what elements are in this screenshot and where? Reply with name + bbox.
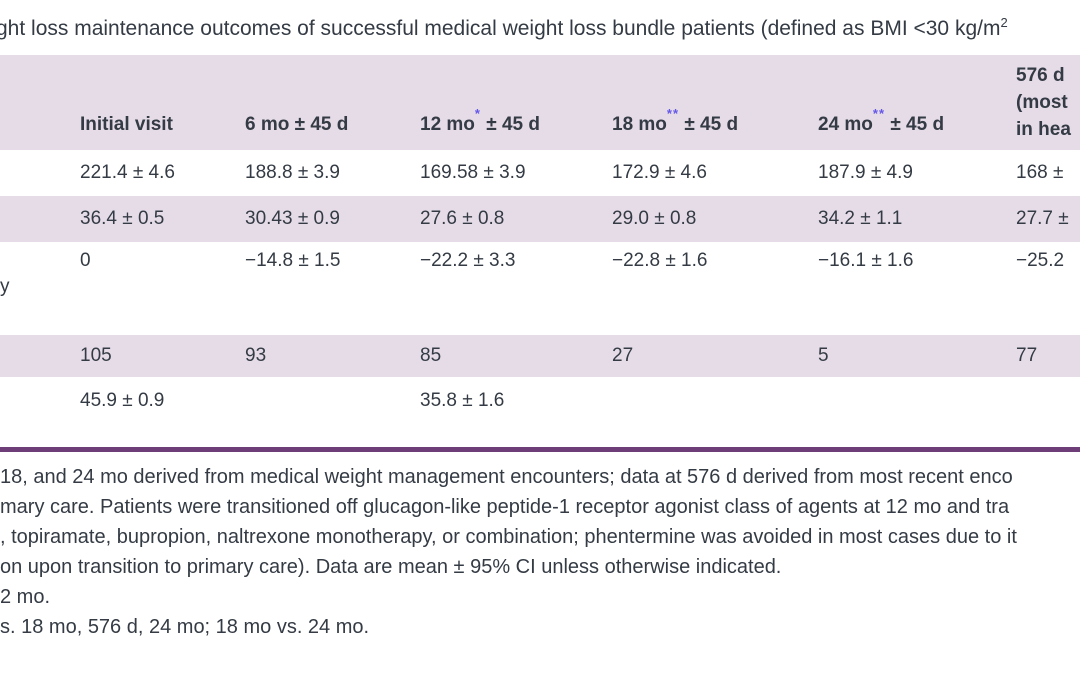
significance-asterisk: ** — [872, 106, 886, 121]
table-cell: 105 — [80, 345, 112, 366]
table-cell: 169.58 ± 3.9 — [420, 162, 526, 183]
column-header-text: 6 mo ± 45 d — [245, 114, 349, 135]
footnote-line: , topiramate, bupropion, naltrexone mono… — [0, 526, 1017, 548]
table-cell: 36.4 ± 0.5 — [80, 208, 165, 229]
table-cell: 221.4 ± 4.6 — [80, 162, 175, 183]
footnote-line: 2 mo. — [0, 586, 51, 608]
column-header-text: 24 mo** ± 45 d — [818, 106, 945, 135]
column-header-text: 12 mo* ± 45 d — [420, 106, 540, 135]
table-cell: 187.9 ± 4.9 — [818, 162, 913, 183]
table-cell — [245, 377, 420, 425]
column-header-initial-visit: Initial visit — [80, 55, 245, 150]
column-header-24mo: 24 mo** ± 45 d — [818, 55, 1016, 150]
table-cell: 0 — [80, 250, 91, 271]
footnote-line: mary care. Patients were transitioned of… — [0, 496, 1010, 518]
row-label-stub — [0, 150, 80, 196]
column-header-text: Initial visit — [80, 114, 173, 135]
table-row-n-patients: 105 93 85 27 5 77 — [0, 335, 1080, 377]
table-cell — [818, 377, 1016, 425]
column-header-12mo: 12 mo* ± 45 d — [420, 55, 612, 150]
table-cell: 34.2 ± 1.1 — [818, 208, 903, 229]
row-label-stub — [0, 242, 80, 335]
row-label-stub — [0, 377, 80, 425]
table-cell: 77 — [1016, 345, 1038, 366]
table-cell: 29.0 ± 0.8 — [612, 208, 697, 229]
column-header-text: 18 mo** ± 45 d — [612, 106, 739, 135]
table-cell — [1016, 377, 1080, 425]
table-cell: 188.8 ± 3.9 — [245, 162, 340, 183]
table-cell: 172.9 ± 4.6 — [612, 162, 707, 183]
table-caption-text: ght loss maintenance outcomes of success… — [0, 17, 1001, 40]
table-cell: −25.2 — [1016, 250, 1065, 271]
table-cell: 5 — [818, 345, 829, 366]
header-label-stub — [0, 55, 80, 150]
footnote-line: s. 18 mo, 576 d, 24 mo; 18 mo vs. 24 mo. — [0, 616, 370, 638]
column-header-line: (most — [1016, 92, 1068, 113]
table-cell: 93 — [245, 345, 267, 366]
table-cell: −16.1 ± 1.6 — [818, 250, 914, 271]
significance-asterisk: ** — [666, 106, 680, 121]
table-row-weight: 221.4 ± 4.6 188.8 ± 3.9 169.58 ± 3.9 172… — [0, 150, 1080, 196]
table-cell: −22.8 ± 1.6 — [612, 250, 708, 271]
column-header-6mo: 6 mo ± 45 d — [245, 55, 420, 150]
table-caption: ght loss maintenance outcomes of success… — [0, 8, 1080, 44]
table-cell: −14.8 ± 1.5 — [245, 250, 341, 271]
table-cell: 168 ± — [1016, 162, 1064, 183]
table-cell: 30.43 ± 0.9 — [245, 208, 340, 229]
row-label-stub — [0, 335, 80, 377]
table-row-age: 45.9 ± 0.9 35.8 ± 1.6 — [0, 377, 1080, 425]
cropped-row-label-fragment: y — [0, 276, 10, 297]
column-header-line: in hea — [1016, 119, 1071, 140]
table-cell: 27.6 ± 0.8 — [420, 208, 505, 229]
table-row-weight-change: 0 −14.8 ± 1.5 −22.2 ± 3.3 −22.8 ± 1.6 −1… — [0, 242, 1080, 335]
footnote-line: on upon transition to primary care). Dat… — [0, 556, 782, 578]
table-cell: −22.2 ± 3.3 — [420, 250, 516, 271]
table-footnotes: 18, and 24 mo derived from medical weigh… — [0, 462, 1080, 642]
row-label-stub — [0, 196, 80, 242]
column-header-576d: 576 d (most in hea — [1016, 55, 1080, 150]
significance-asterisk: * — [474, 106, 481, 121]
footnote-line: 18, and 24 mo derived from medical weigh… — [0, 466, 1013, 488]
table-cell — [612, 377, 818, 425]
table-cell: 27 — [612, 345, 634, 366]
table-bottom-rule — [0, 447, 1080, 452]
table-row-bmi: 36.4 ± 0.5 30.43 ± 0.9 27.6 ± 0.8 29.0 ±… — [0, 196, 1080, 242]
column-header-line: 576 d — [1016, 65, 1065, 86]
table-caption-superscript: 2 — [1000, 15, 1008, 30]
outcomes-table: Initial visit 6 mo ± 45 d 12 mo* ± 45 d … — [0, 55, 1080, 425]
table-cell: 85 — [420, 345, 442, 366]
column-header-18mo: 18 mo** ± 45 d — [612, 55, 818, 150]
table-header-row: Initial visit 6 mo ± 45 d 12 mo* ± 45 d … — [0, 55, 1080, 150]
table-cell: 45.9 ± 0.9 — [80, 390, 165, 411]
table-cell: 35.8 ± 1.6 — [420, 390, 505, 411]
table-cell: 27.7 ± — [1016, 208, 1069, 229]
